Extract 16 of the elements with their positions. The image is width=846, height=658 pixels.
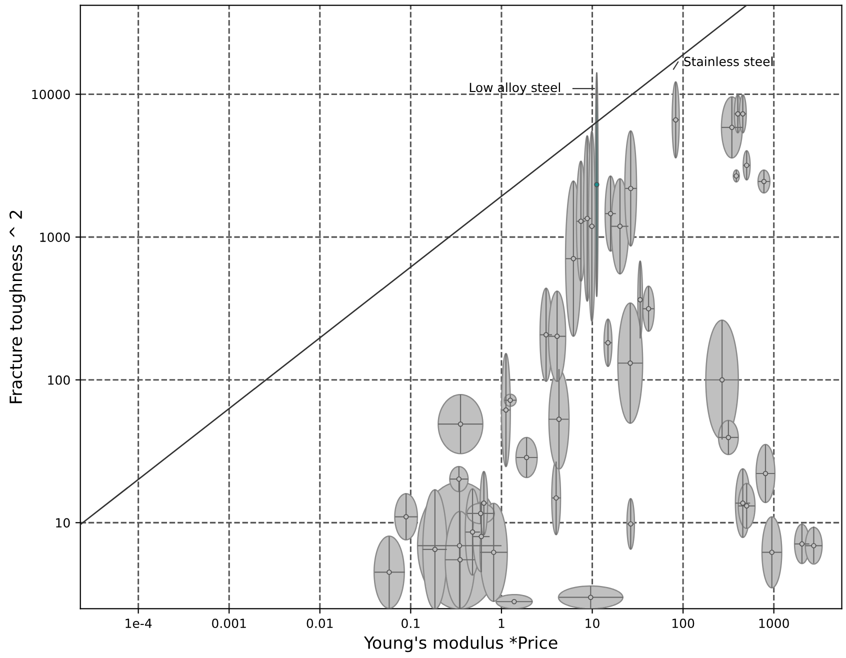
- annotation: Stainless steel: [684, 56, 773, 66]
- y-tick-label: 100: [48, 375, 70, 385]
- annotation: Low alloy steel: [470, 82, 560, 95]
- x-tick-label: 0.01: [306, 618, 333, 628]
- x-tick-label: 1: [498, 618, 504, 628]
- y-tick-label: 10: [56, 518, 70, 528]
- y-axis-title: Fracture toughness ^ 2: [9, 210, 26, 404]
- x-tick-label: 10: [586, 618, 600, 628]
- x-tick-label: 0.1: [402, 618, 420, 628]
- x-axis-title: Young's modulus *Price: [364, 636, 558, 652]
- y-tick-label: 10000: [32, 90, 70, 100]
- x-tick-label: 1e-4: [126, 618, 152, 628]
- x-tick-label: 100: [672, 618, 694, 628]
- x-tick-label: 1000: [759, 618, 789, 628]
- y-tick-label: 1000: [40, 232, 70, 242]
- x-tick-label: 0.001: [212, 618, 246, 628]
